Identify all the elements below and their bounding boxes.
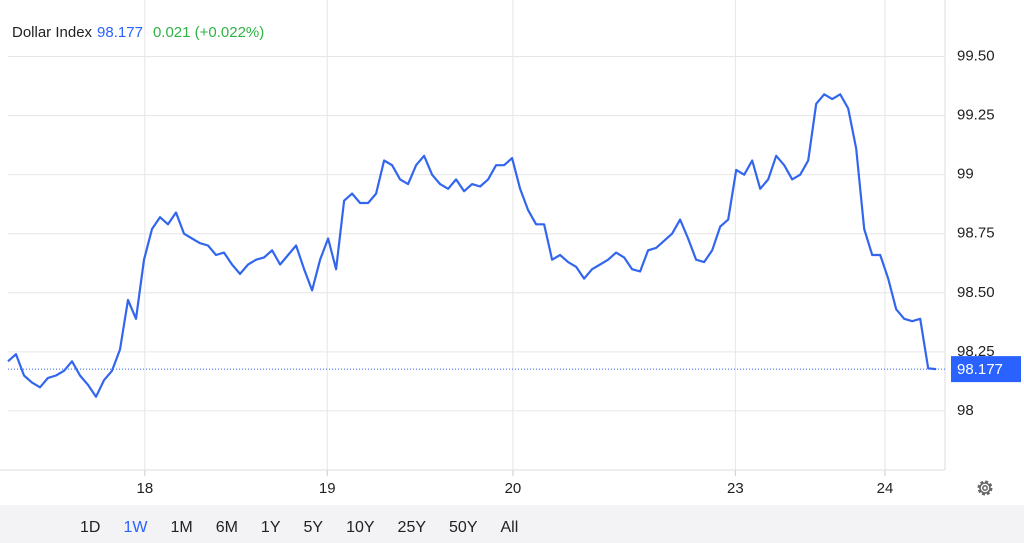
range-button[interactable]: 50Y xyxy=(449,519,478,536)
chart-title: Dollar Index xyxy=(12,24,93,41)
y-tick-label: 98 xyxy=(957,402,974,419)
range-button[interactable]: 5Y xyxy=(304,519,324,536)
last-price-label: 98.177 xyxy=(957,361,1003,378)
x-tick-label: 20 xyxy=(505,480,522,497)
range-button[interactable]: 1Y xyxy=(261,519,281,536)
settings-icon[interactable] xyxy=(977,480,993,496)
range-button[interactable]: All xyxy=(500,519,518,536)
range-button[interactable]: 1W xyxy=(123,519,148,536)
range-button[interactable]: 6M xyxy=(216,519,238,536)
y-tick-label: 99 xyxy=(957,166,974,183)
y-tick-label: 99.25 xyxy=(957,107,995,124)
x-tick-label: 24 xyxy=(877,480,894,497)
price: 98.177 xyxy=(97,24,143,41)
change: 0.021 (+0.022%) xyxy=(153,24,264,41)
range-bar xyxy=(0,505,1024,543)
x-tick-label: 23 xyxy=(727,480,744,497)
x-tick-label: 19 xyxy=(319,480,336,497)
price-line xyxy=(7,93,937,398)
y-tick-label: 98.50 xyxy=(957,284,995,301)
x-tick-label: 18 xyxy=(136,480,153,497)
range-button[interactable]: 10Y xyxy=(346,519,375,536)
range-button[interactable]: 1M xyxy=(170,519,192,536)
y-tick-label: 98.75 xyxy=(957,225,995,242)
range-button[interactable]: 25Y xyxy=(398,519,427,536)
y-tick-label: 99.50 xyxy=(957,48,995,65)
range-button[interactable]: 1D xyxy=(80,519,100,536)
last-price-box xyxy=(951,356,1021,383)
y-tick-label: 98.25 xyxy=(957,343,995,360)
